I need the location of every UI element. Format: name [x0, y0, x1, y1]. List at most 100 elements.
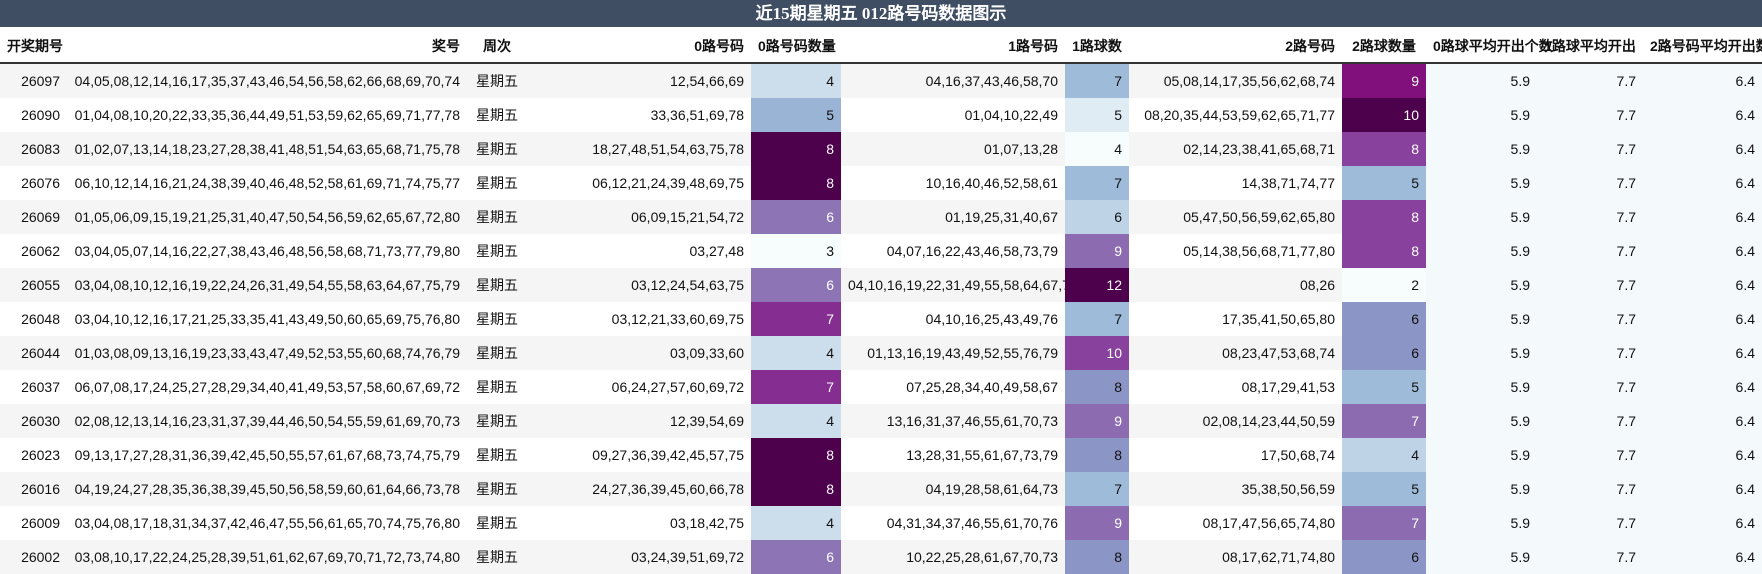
cell-route0-count: 8 — [751, 472, 841, 506]
cell-route2: 08,17,62,71,74,80 — [1129, 540, 1342, 574]
cell-route1-avg: 7.7 — [1537, 268, 1643, 302]
cell-route0-avg: 5.9 — [1426, 268, 1537, 302]
cell-route1: 01,04,10,22,49 — [841, 98, 1065, 132]
cell-weekday: 星期五 — [467, 506, 527, 540]
cell-route2-avg: 6.4 — [1643, 370, 1762, 404]
cell-route1-count: 7 — [1065, 302, 1129, 336]
cell-route0: 03,12,24,54,63,75 — [527, 268, 751, 302]
cell-route1-avg: 7.7 — [1537, 540, 1643, 574]
header-row: 开奖期号 奖号 周次 0路号码 0路号码数量 1路号码 1路球数 2路号码 2路… — [0, 30, 1762, 64]
cell-weekday: 星期五 — [467, 63, 527, 98]
cell-weekday: 星期五 — [467, 370, 527, 404]
cell-route0: 03,12,21,33,60,69,75 — [527, 302, 751, 336]
cell-route2-count: 6 — [1342, 302, 1426, 336]
cell-route0: 03,24,39,51,69,72 — [527, 540, 751, 574]
cell-numbers: 01,03,08,09,13,16,19,23,33,43,47,49,52,5… — [67, 336, 467, 370]
cell-route2: 05,14,38,56,68,71,77,80 — [1129, 234, 1342, 268]
cell-route0-avg: 5.9 — [1426, 200, 1537, 234]
cell-route0-avg: 5.9 — [1426, 540, 1537, 574]
cell-route0-count: 7 — [751, 370, 841, 404]
cell-route2: 14,38,71,74,77 — [1129, 166, 1342, 200]
cell-route1: 04,16,37,43,46,58,70 — [841, 63, 1065, 98]
cell-route1: 04,19,28,58,61,64,73 — [841, 472, 1065, 506]
cell-route2: 08,20,35,44,53,59,62,65,71,77 — [1129, 98, 1342, 132]
cell-route1-avg: 7.7 — [1537, 234, 1643, 268]
cell-route1-count: 10 — [1065, 336, 1129, 370]
cell-route1: 04,07,16,22,43,46,58,73,79 — [841, 234, 1065, 268]
cell-numbers: 06,10,12,14,16,21,24,38,39,40,46,48,52,5… — [67, 166, 467, 200]
cell-route2-avg: 6.4 — [1643, 200, 1762, 234]
cell-issue: 26062 — [0, 234, 67, 268]
cell-route1: 01,13,16,19,43,49,52,55,76,79 — [841, 336, 1065, 370]
cell-weekday: 星期五 — [467, 404, 527, 438]
cell-route0: 03,27,48 — [527, 234, 751, 268]
cell-route1: 10,16,40,46,52,58,61 — [841, 166, 1065, 200]
cell-numbers: 01,02,07,13,14,18,23,27,28,38,41,48,51,5… — [67, 132, 467, 166]
cell-route1-avg: 7.7 — [1537, 98, 1643, 132]
header-route1-avg: 1路球平均开出 — [1537, 30, 1643, 64]
header-route2-count: 2路球数量 — [1342, 30, 1426, 64]
cell-route2-count: 5 — [1342, 370, 1426, 404]
cell-route0-avg: 5.9 — [1426, 506, 1537, 540]
cell-route2: 35,38,50,56,59 — [1129, 472, 1342, 506]
cell-issue: 26097 — [0, 63, 67, 98]
cell-route2-avg: 6.4 — [1643, 404, 1762, 438]
cell-route1-avg: 7.7 — [1537, 132, 1643, 166]
cell-route1-avg: 7.7 — [1537, 200, 1643, 234]
cell-route0-count: 3 — [751, 234, 841, 268]
cell-numbers: 09,13,17,27,28,31,36,39,42,45,50,55,57,6… — [67, 438, 467, 472]
cell-weekday: 星期五 — [467, 302, 527, 336]
cell-route0-avg: 5.9 — [1426, 438, 1537, 472]
cell-route0-count: 6 — [751, 540, 841, 574]
cell-route2-count: 5 — [1342, 166, 1426, 200]
cell-route0-avg: 5.9 — [1426, 132, 1537, 166]
cell-numbers: 03,04,08,10,12,16,19,22,24,26,31,49,54,5… — [67, 268, 467, 302]
table-body: 26097 04,05,08,12,14,16,17,35,37,43,46,54… — [0, 63, 1762, 574]
data-table: 开奖期号 奖号 周次 0路号码 0路号码数量 1路号码 1路球数 2路号码 2路… — [0, 30, 1762, 574]
table-row: 26076 06,10,12,14,16,21,24,38,39,40,46,48… — [0, 166, 1762, 200]
header-route0: 0路号码 — [527, 30, 751, 64]
cell-route1-count: 6 — [1065, 200, 1129, 234]
cell-route2: 05,08,14,17,35,56,62,68,74 — [1129, 63, 1342, 98]
cell-route1: 01,07,13,28 — [841, 132, 1065, 166]
cell-route0: 18,27,48,51,54,63,75,78 — [527, 132, 751, 166]
cell-route2: 08,26 — [1129, 268, 1342, 302]
cell-issue: 26009 — [0, 506, 67, 540]
cell-route0: 03,09,33,60 — [527, 336, 751, 370]
cell-numbers: 03,04,05,07,14,16,22,27,38,43,46,48,56,5… — [67, 234, 467, 268]
header-route0-count: 0路号码数量 — [751, 30, 841, 64]
cell-route2-avg: 6.4 — [1643, 438, 1762, 472]
cell-route0-avg: 5.9 — [1426, 370, 1537, 404]
cell-route0-avg: 5.9 — [1426, 234, 1537, 268]
cell-weekday: 星期五 — [467, 166, 527, 200]
cell-route1-count: 4 — [1065, 132, 1129, 166]
cell-route2-count: 2 — [1342, 268, 1426, 302]
header-route0-avg: 0路球平均开出个数 — [1426, 30, 1553, 64]
cell-route1-avg: 7.7 — [1537, 438, 1643, 472]
cell-numbers: 06,07,08,17,24,25,27,28,29,34,40,41,49,5… — [67, 370, 467, 404]
table-row: 26044 01,03,08,09,13,16,19,23,33,43,47,49… — [0, 336, 1762, 370]
cell-issue: 26037 — [0, 370, 67, 404]
cell-route0-count: 8 — [751, 438, 841, 472]
table-row: 26062 03,04,05,07,14,16,22,27,38,43,46,48… — [0, 234, 1762, 268]
table-row: 26037 06,07,08,17,24,25,27,28,29,34,40,41… — [0, 370, 1762, 404]
cell-route1-avg: 7.7 — [1537, 370, 1643, 404]
cell-issue: 26069 — [0, 200, 67, 234]
cell-route1: 10,22,25,28,61,67,70,73 — [841, 540, 1065, 574]
cell-route2-count: 8 — [1342, 200, 1426, 234]
cell-route1-count: 9 — [1065, 506, 1129, 540]
table-row: 26055 03,04,08,10,12,16,19,22,24,26,31,49… — [0, 268, 1762, 302]
cell-weekday: 星期五 — [467, 234, 527, 268]
cell-route2-avg: 6.4 — [1643, 234, 1762, 268]
cell-issue: 26048 — [0, 302, 67, 336]
table-row: 26083 01,02,07,13,14,18,23,27,28,38,41,48… — [0, 132, 1762, 166]
chart-title: 近15期星期五 012路号码数据图示 — [0, 0, 1762, 27]
cell-route1: 04,10,16,19,22,31,49,55,58,64,67,79 — [841, 268, 1065, 302]
cell-route2-avg: 6.4 — [1643, 132, 1762, 166]
cell-route0-avg: 5.9 — [1426, 302, 1537, 336]
cell-issue: 26002 — [0, 540, 67, 574]
cell-route2: 05,47,50,56,59,62,65,80 — [1129, 200, 1342, 234]
cell-route0-count: 4 — [751, 63, 841, 98]
cell-route0: 06,09,15,21,54,72 — [527, 200, 751, 234]
cell-route2-avg: 6.4 — [1643, 540, 1762, 574]
